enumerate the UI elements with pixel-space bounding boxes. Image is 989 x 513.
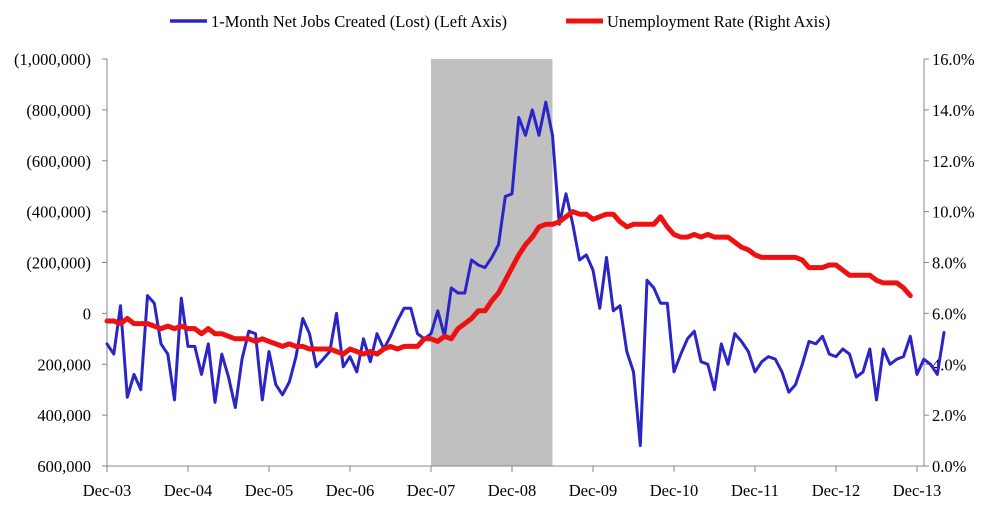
series-line-unemployment (104, 209, 913, 357)
right-axis-ticks: 16.0%14.0%12.0%10.0%8.0%6.0%4.0%2.0%0.0% (924, 50, 975, 476)
x-tick-label: Dec-06 (326, 481, 375, 500)
x-tick-label: Dec-10 (650, 481, 699, 500)
left-tick-label: 600,000 (37, 457, 91, 476)
right-tick-label: 6.0% (932, 304, 967, 323)
left-tick-label: (600,000) (26, 152, 91, 171)
x-axis-ticks: Dec-03 Dec-04 Dec-05 Dec-06 Dec-07 Dec-08 Dec-… (83, 466, 942, 500)
legend-label-jobs: 1-Month Net Jobs Created (Lost) (Left Ax… (211, 12, 507, 31)
left-tick-label: 400,000 (37, 406, 91, 425)
left-tick-label: (1,000,000) (14, 50, 91, 69)
x-tick-label: Dec-13 (893, 481, 942, 500)
right-tick-label: 16.0% (932, 50, 975, 69)
right-tick-label: 10.0% (932, 203, 975, 222)
legend-label-unemployment: Unemployment Rate (Right Axis) (607, 12, 830, 31)
right-tick-label: 8.0% (932, 254, 967, 273)
legend: 1-Month Net Jobs Created (Lost) (Left Ax… (170, 12, 830, 31)
x-tick-label: Dec-05 (245, 481, 294, 500)
x-tick-label: Dec-07 (407, 481, 456, 500)
recession-band (431, 59, 553, 466)
right-tick-label: 14.0% (932, 101, 975, 120)
right-tick-label: 0.0% (932, 457, 967, 476)
right-tick-label: 2.0% (932, 406, 967, 425)
left-tick-label: (200,000) (26, 254, 91, 273)
series-group (104, 100, 946, 448)
left-tick-label: 200,000 (37, 355, 91, 374)
left-tick-label: 0 (83, 304, 91, 323)
left-tick-label: (800,000) (26, 101, 91, 120)
x-tick-label: Dec-04 (164, 481, 213, 500)
left-tick-label: (400,000) (26, 203, 91, 222)
x-tick-label: Dec-03 (83, 481, 132, 500)
left-axis-ticks: (1,000,000) (800,000) (600,000) (400,000) (2… (14, 50, 107, 476)
x-tick-label: Dec-11 (731, 481, 779, 500)
x-tick-label: Dec-12 (812, 481, 861, 500)
right-tick-label: 12.0% (932, 152, 975, 171)
x-tick-label: Dec-09 (569, 481, 618, 500)
x-tick-label: Dec-08 (488, 481, 537, 500)
